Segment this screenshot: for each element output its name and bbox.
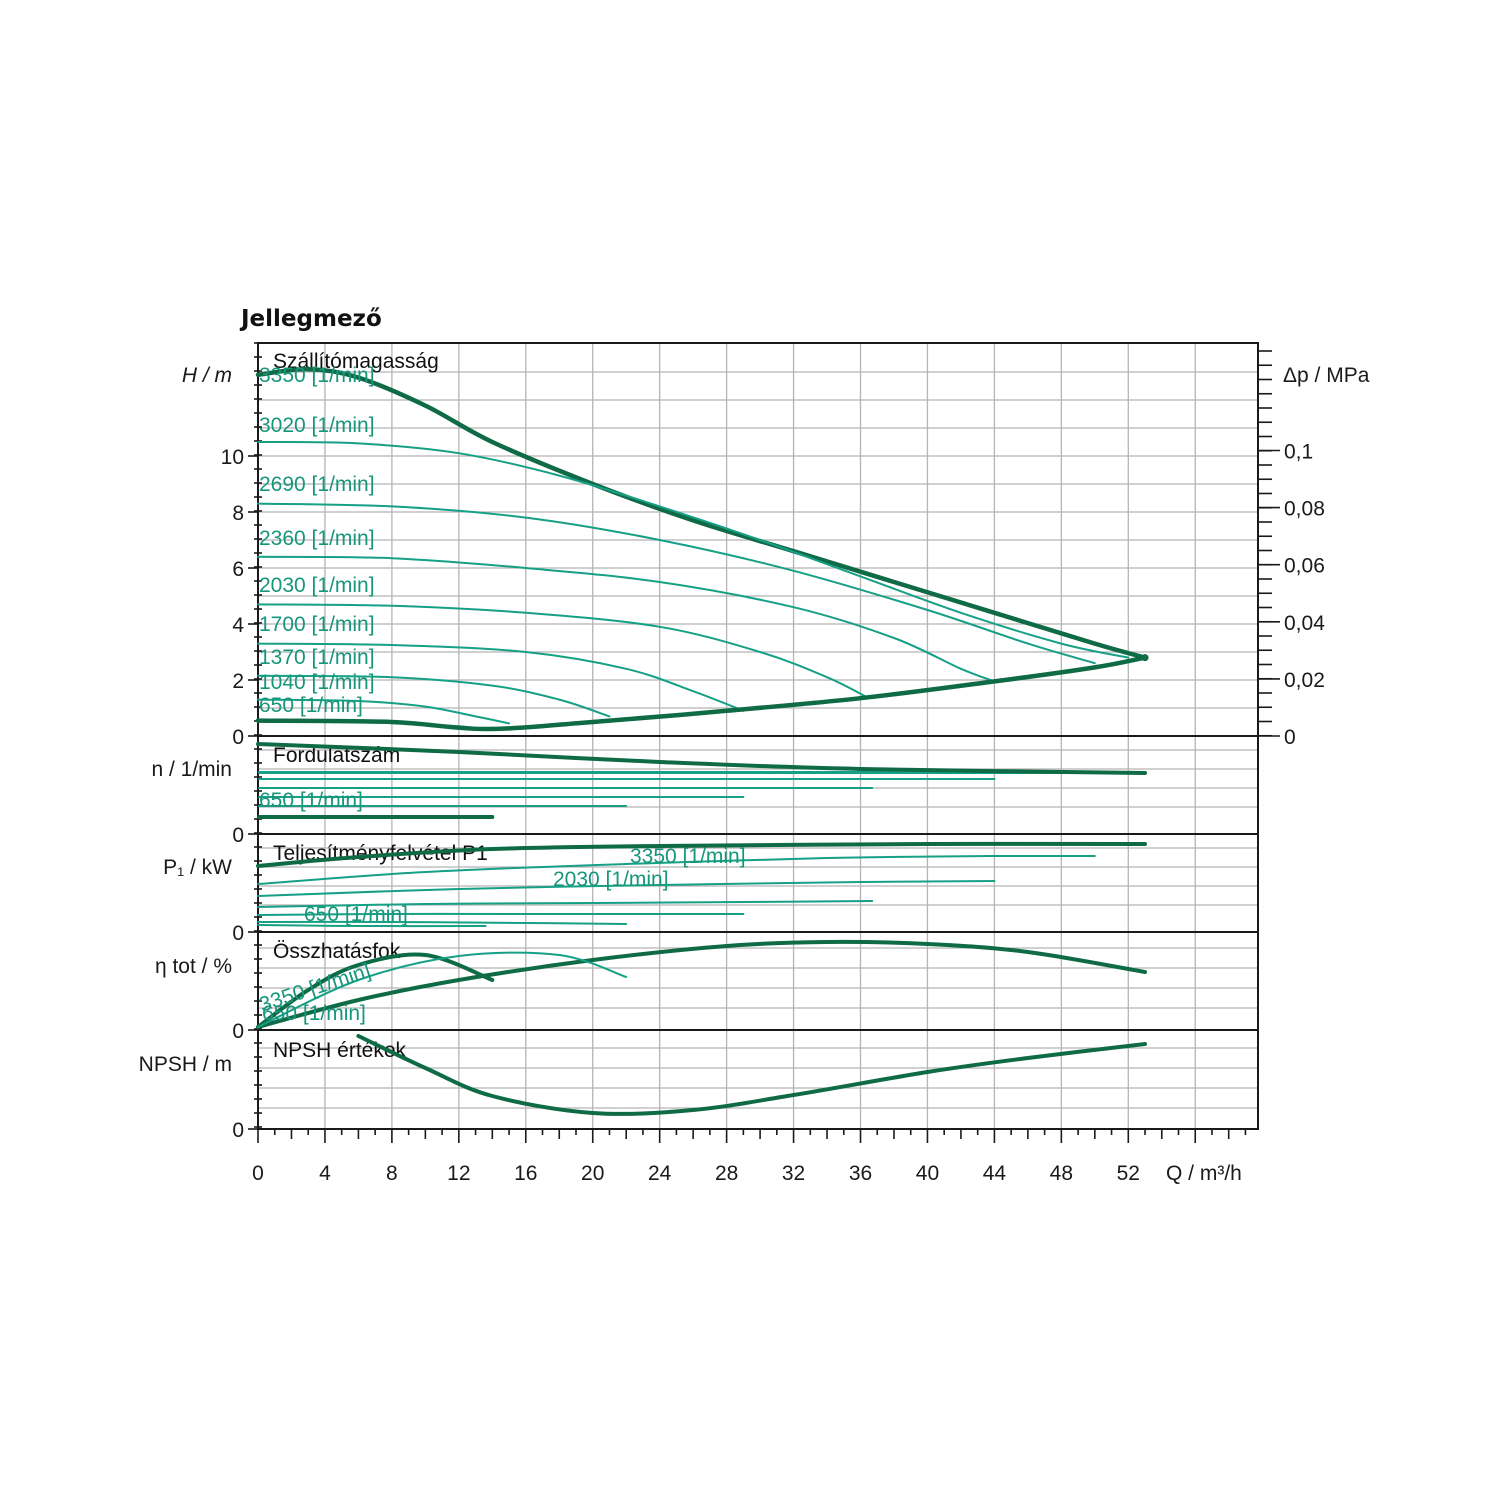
y-axis-label-power: P₁ / kW (163, 856, 232, 879)
speed-label: 1700 [1/min] (259, 613, 375, 636)
x-tick-label: 24 (648, 1162, 672, 1185)
y-tick-label: 0 (232, 1020, 244, 1043)
head-curve (257, 674, 611, 718)
x-tick-label: 16 (514, 1162, 537, 1185)
power-curve (257, 924, 487, 928)
y-axis-label-head: H / m (182, 364, 232, 387)
y-tick-label: 0 (232, 726, 244, 749)
speed-label: 650 [1/min] (259, 694, 363, 717)
head-curve (257, 555, 996, 683)
frame (257, 342, 1259, 1130)
power-curve (257, 880, 996, 897)
x-tick-label: 48 (1050, 1162, 1073, 1185)
x-tick-label: 8 (386, 1162, 398, 1185)
right-tick-label: 0,1 (1284, 441, 1313, 464)
eff-curve-max (256, 939, 1147, 1029)
power-curve (257, 912, 745, 916)
x-tick-label: 28 (715, 1162, 738, 1185)
y-tick-label: 6 (232, 558, 244, 581)
x-tick-label: 36 (849, 1162, 872, 1185)
speed-label: 1370 [1/min] (259, 646, 375, 669)
x-tick-label: 0 (252, 1162, 264, 1185)
head-curve (255, 366, 1148, 660)
y-tick-label: 0 (232, 922, 244, 945)
speed-label: 2360 [1/min] (259, 527, 375, 550)
eff-label: 650 [1/min] (262, 1002, 366, 1025)
right-tick-label: 0,04 (1284, 612, 1325, 635)
y-axis-label-speed: n / 1/min (151, 758, 232, 781)
head-curve (257, 603, 870, 700)
y-tick-label: 8 (232, 502, 244, 525)
x-tick-label: 52 (1117, 1162, 1140, 1185)
x-tick-label: 12 (447, 1162, 470, 1185)
chart-title: Jellegmező (239, 306, 382, 332)
speed-label: 650 [1/min] (259, 789, 363, 812)
operating-point (1141, 654, 1149, 662)
head-curve (257, 502, 1096, 665)
head-limit-line (255, 655, 1148, 732)
speed-label: 2690 [1/min] (259, 473, 375, 496)
y-axis-label-eff: η tot / % (155, 955, 232, 978)
speed-label: 1040 [1/min] (259, 671, 375, 694)
power-label: 2030 [1/min] (553, 868, 669, 891)
x-tick-label: 32 (782, 1162, 805, 1185)
curve-labels: 3350 [1/min] 3020 [1/min] 2690 [1/min] 2360… (256, 364, 745, 1025)
panel-title-eff: Összhatásfok (273, 940, 401, 963)
right-tick-label: 0,02 (1284, 669, 1325, 692)
power-label: 650 [1/min] (304, 903, 408, 926)
power-curve (257, 900, 874, 908)
y-tick-label: 0 (232, 1119, 244, 1142)
curves (255, 366, 1149, 1116)
right-tick-label: 0,06 (1284, 555, 1325, 578)
eff-curve-min (256, 952, 495, 1029)
speed-label: 3350 [1/min] (259, 364, 375, 387)
y-axis-label-right: Δp / MPa (1283, 364, 1370, 387)
speed-max-curve (256, 742, 1147, 775)
y-tick-label: 10 (221, 446, 244, 469)
x-tick-label: 44 (983, 1162, 1007, 1185)
right-tick-label: 0,08 (1284, 498, 1325, 521)
y-tick-label: 4 (232, 614, 244, 637)
x-tick-label: 4 (319, 1162, 331, 1185)
eff-curve (257, 951, 628, 1028)
power-curve (257, 920, 628, 925)
y-tick-label: 0 (232, 824, 244, 847)
head-curve (257, 441, 1130, 659)
y-tick-label: 2 (232, 670, 244, 693)
power-label: 3350 [1/min] (630, 845, 746, 868)
head-curve (257, 642, 745, 712)
npsh-curve (356, 1034, 1147, 1116)
head-curve (257, 698, 510, 725)
x-tick-label: 40 (916, 1162, 939, 1185)
right-tick-label: 0 (1284, 726, 1296, 749)
power-max-curve (256, 841, 1147, 868)
speed-label: 3020 [1/min] (259, 414, 375, 437)
y-axis-label-npsh: NPSH / m (139, 1053, 232, 1076)
speed-label: 2030 [1/min] (259, 574, 375, 597)
x-axis-label: Q / m³/h (1166, 1162, 1242, 1185)
power-curve (257, 854, 1096, 885)
x-tick-label: 20 (581, 1162, 604, 1185)
